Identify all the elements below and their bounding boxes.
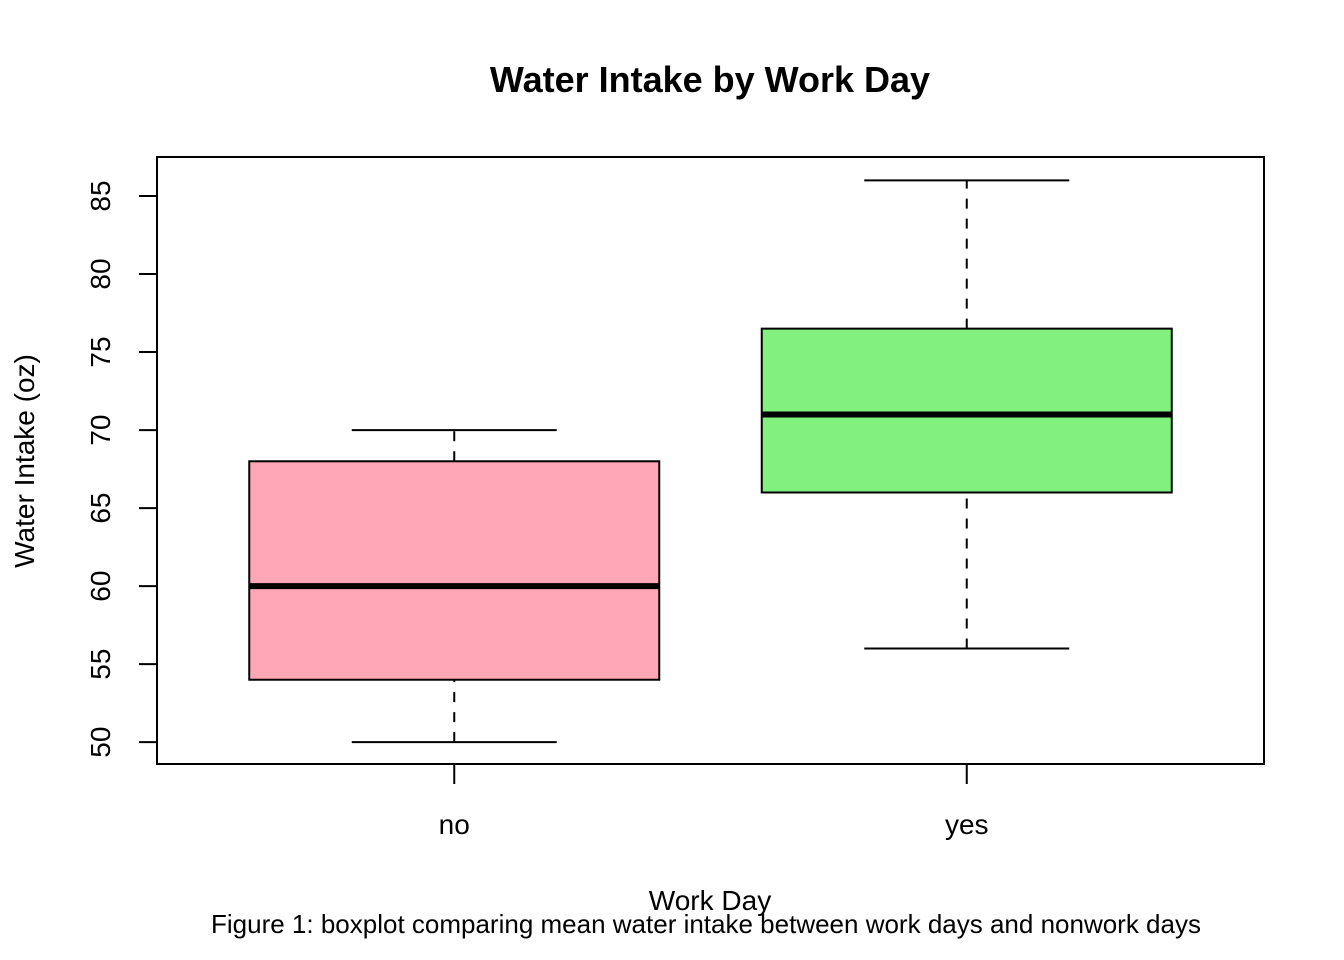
- box-no: [248, 429, 661, 744]
- y-axis-label: Water Intake (oz): [9, 354, 40, 568]
- chart-title: Water Intake by Work Day: [490, 59, 930, 100]
- plot-frame: [156, 156, 1265, 765]
- y-tick-label: 50: [85, 727, 116, 758]
- x-axis-label: Work Day: [649, 885, 771, 916]
- y-axis: 50 55 60 65 70 75 80 85: [85, 180, 157, 758]
- iqr-box: [248, 460, 661, 681]
- x-tick-label-yes: yes: [945, 809, 989, 840]
- x-axis: no yes: [439, 764, 989, 840]
- y-tick-label: 60: [85, 571, 116, 602]
- x-tick-label-no: no: [439, 809, 470, 840]
- y-tick-label: 75: [85, 336, 116, 367]
- y-tick-label: 65: [85, 493, 116, 524]
- box-yes: [760, 179, 1173, 650]
- boxes-group: [248, 179, 1173, 744]
- y-tick-label: 55: [85, 649, 116, 680]
- figure-caption: Figure 1: boxplot comparing mean water i…: [211, 909, 1201, 939]
- y-tick-label: 80: [85, 258, 116, 289]
- iqr-box: [760, 327, 1173, 494]
- y-tick-label: 70: [85, 414, 116, 445]
- y-tick-label: 85: [85, 180, 116, 211]
